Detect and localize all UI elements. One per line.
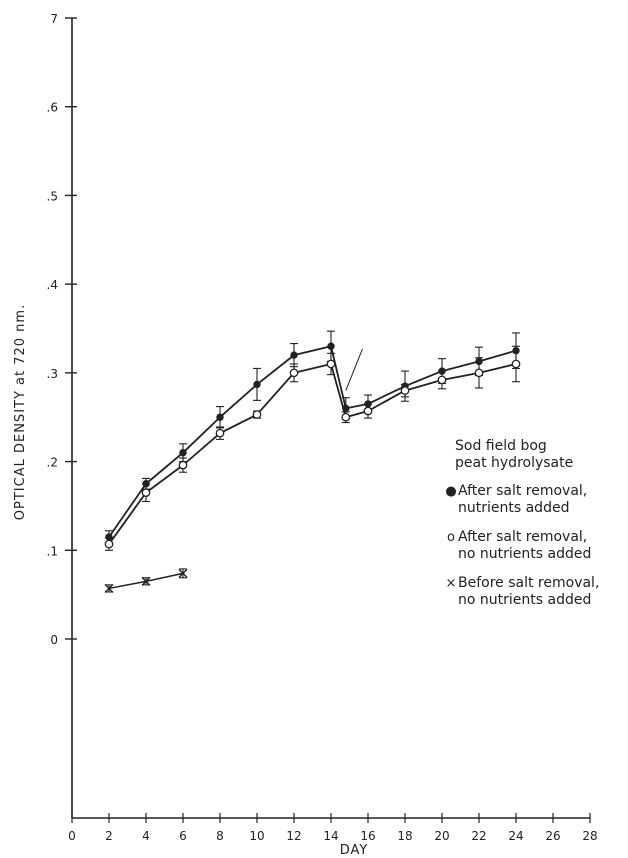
y-tick-label: .5 <box>47 189 58 203</box>
chart-layer: 0.1.2.3.4.5.670 2 4 6 8 10 12 14 16 18 20 22 24 26 28D… <box>13 12 598 858</box>
x-tick-label: 2 <box>105 829 113 843</box>
data-point-series-2 <box>363 406 373 416</box>
data-point-series-2 <box>474 368 484 378</box>
data-point-series-2 <box>511 359 521 369</box>
x-tick-label: 10 <box>249 829 264 843</box>
x-tick-label: 0 <box>68 829 76 843</box>
data-point-series-1 <box>253 380 261 389</box>
y-tick-label: .2 <box>47 456 58 470</box>
legend-symbol-open-circle: o <box>447 530 455 545</box>
x-tick-label: 26 <box>545 829 560 843</box>
y-tick-label: 0 <box>50 633 58 647</box>
y-tick-label: 7 <box>50 12 58 26</box>
data-point-series-2 <box>104 539 114 549</box>
x-tick-label: 24 <box>508 829 523 843</box>
legend-line-series-1a: After salt removal, <box>458 483 588 499</box>
x-tick-label: 28 <box>582 829 597 843</box>
data-point-series-3-b <box>104 583 114 593</box>
legend-item-series-1: ● After salt removal, nutrients added <box>445 483 627 517</box>
legend-title-line-1: Sod field bog <box>455 438 547 454</box>
y-axis-label: OPTICAL DENSITY at 720 nm. <box>13 304 28 520</box>
legend-item-series-2: o After salt removal, no nutrients added <box>445 529 627 563</box>
data-point-series-2 <box>326 359 336 369</box>
chart-legend: Sod field bog peat hydrolysate ● After s… <box>445 438 627 621</box>
legend-symbol-x: × <box>445 576 457 591</box>
legend-text-series-3: Before salt removal, no nutrients added <box>458 575 599 609</box>
data-point-series-2 <box>141 488 151 497</box>
annotation-stroke <box>345 348 363 391</box>
data-point-series-2 <box>400 386 410 395</box>
legend-line-series-1b: nutrients added <box>458 500 570 516</box>
data-point-series-1 <box>179 449 187 457</box>
x-tick-label: 8 <box>216 829 224 843</box>
data-point-series-3-b <box>178 568 188 578</box>
y-tick-label: .6 <box>47 101 58 115</box>
data-point-series-2 <box>437 375 447 385</box>
legend-item-series-3: × Before salt removal, no nutrients adde… <box>445 575 627 609</box>
x-tick-label: 12 <box>286 829 301 843</box>
data-point-series-2 <box>252 410 262 419</box>
legend-title: Sod field bog peat hydrolysate <box>445 438 627 472</box>
data-point-series-2 <box>341 412 351 422</box>
x-tick-label: 14 <box>323 829 338 843</box>
legend-line-series-3b: no nutrients added <box>458 592 592 608</box>
data-point-series-1 <box>290 351 298 359</box>
x-tick-label: 22 <box>471 829 486 843</box>
x-tick-label: 16 <box>360 829 375 843</box>
legend-line-series-2a: After salt removal, <box>458 529 588 545</box>
legend-line-series-3a: Before salt removal, <box>458 575 600 591</box>
x-tick-label: 4 <box>142 829 150 843</box>
legend-symbol-filled-circle: ● <box>445 484 457 499</box>
data-point-series-1 <box>216 413 224 421</box>
x-tick-label: 18 <box>397 829 412 843</box>
y-tick-label: .3 <box>47 367 58 381</box>
data-point-series-2 <box>215 428 225 438</box>
data-point-series-1 <box>327 342 335 350</box>
x-axis-label: DAY <box>340 843 369 858</box>
x-tick-label: 6 <box>179 829 187 843</box>
legend-line-series-2b: no nutrients added <box>458 546 592 562</box>
y-tick-label: .4 <box>47 278 58 292</box>
legend-text-series-1: After salt removal, nutrients added <box>458 483 587 517</box>
y-tick-label: .1 <box>47 544 58 558</box>
legend-text-series-2: After salt removal, no nutrients added <box>458 529 591 563</box>
x-tick-label: 20 <box>434 829 449 843</box>
data-point-series-2 <box>289 368 299 378</box>
data-point-series-2 <box>178 460 188 470</box>
legend-title-line-2: peat hydrolysate <box>455 455 574 471</box>
data-point-series-3-b <box>141 576 151 586</box>
